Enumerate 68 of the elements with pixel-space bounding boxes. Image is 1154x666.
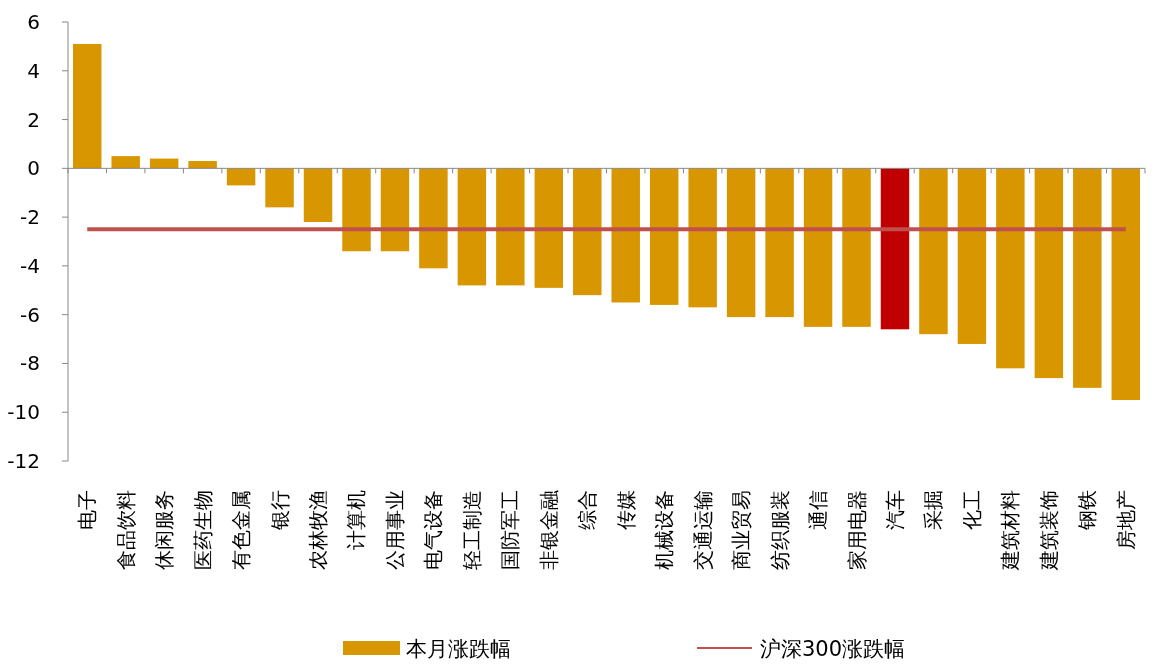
bar (919, 168, 948, 335)
bar (996, 168, 1025, 369)
bar (765, 168, 794, 318)
y-tick-label: 6 (27, 10, 40, 34)
y-tick-label: 0 (27, 156, 40, 181)
x-tick-label: 纺织服装 (767, 490, 792, 570)
bar (111, 156, 140, 169)
x-tick-label: 汽车 (882, 490, 907, 530)
y-tick-label: -8 (20, 351, 40, 376)
x-tick-label: 家用电器 (844, 490, 869, 570)
x-tick-label: 有色金属 (229, 490, 254, 570)
bar (880, 168, 910, 330)
x-tick-label: 国防军工 (498, 490, 523, 570)
y-tick-label: -2 (20, 205, 40, 230)
x-tick-label: 电气设备 (421, 490, 446, 570)
bar (149, 158, 179, 169)
y-tick-label: -4 (20, 253, 40, 278)
bar (803, 168, 833, 327)
bar (534, 168, 564, 288)
bar (419, 168, 448, 269)
x-tick-label: 休闲服务 (152, 490, 177, 570)
bar (496, 168, 525, 286)
bar (73, 43, 102, 169)
x-tick-label: 建筑装饰 (1036, 490, 1061, 571)
x-tick-label: 计算机 (344, 490, 369, 550)
bar (1073, 168, 1102, 388)
x-tick-label: 银行 (267, 490, 292, 531)
x-tick-label: 电子 (75, 490, 100, 530)
y-tick-label: 4 (27, 58, 40, 83)
y-tick-label: -6 (20, 302, 40, 327)
bar (380, 168, 410, 252)
bar (303, 168, 333, 222)
x-tick-label: 综合 (575, 490, 600, 530)
bar (573, 168, 602, 296)
x-tick-label: 采掘 (921, 490, 946, 530)
x-tick-label: 钢铁 (1075, 490, 1100, 531)
bar (611, 168, 640, 303)
bar (457, 168, 487, 286)
y-tick-label: -12 (7, 449, 40, 473)
x-tick-label: 传媒 (613, 490, 638, 530)
legend-label: 沪深300涨跌幅 (760, 637, 906, 661)
bar (1111, 168, 1140, 401)
bar (842, 168, 871, 327)
x-tick-label: 化工 (959, 490, 984, 530)
bar (688, 168, 717, 308)
x-tick-label: 医药生物 (190, 490, 215, 570)
bar (265, 168, 294, 208)
bar (188, 161, 217, 169)
bar (1034, 168, 1064, 379)
bar (649, 168, 679, 305)
x-tick-label: 商业贸易 (729, 490, 754, 570)
bar (726, 168, 756, 318)
y-tick-label: 2 (27, 107, 40, 132)
legend-label: 本月涨跌幅 (406, 637, 511, 661)
bar (226, 168, 256, 186)
x-tick-label: 通信 (806, 490, 831, 530)
x-tick-label: 机械设备 (652, 490, 677, 570)
x-tick-label: 公用事业 (382, 490, 407, 570)
bar (342, 168, 371, 252)
x-tick-label: 农林牧渔 (306, 490, 331, 570)
x-tick-label: 轻工制造 (459, 490, 484, 570)
x-tick-label: 食品饮料 (113, 490, 138, 570)
y-tick-label: -10 (7, 400, 40, 425)
x-tick-label: 交通运输 (690, 490, 715, 570)
bar (957, 168, 987, 344)
x-tick-label: 建筑材料 (998, 490, 1023, 571)
x-tick-label: 房地产 (1113, 490, 1138, 550)
x-tick-label: 非银金融 (536, 490, 561, 570)
